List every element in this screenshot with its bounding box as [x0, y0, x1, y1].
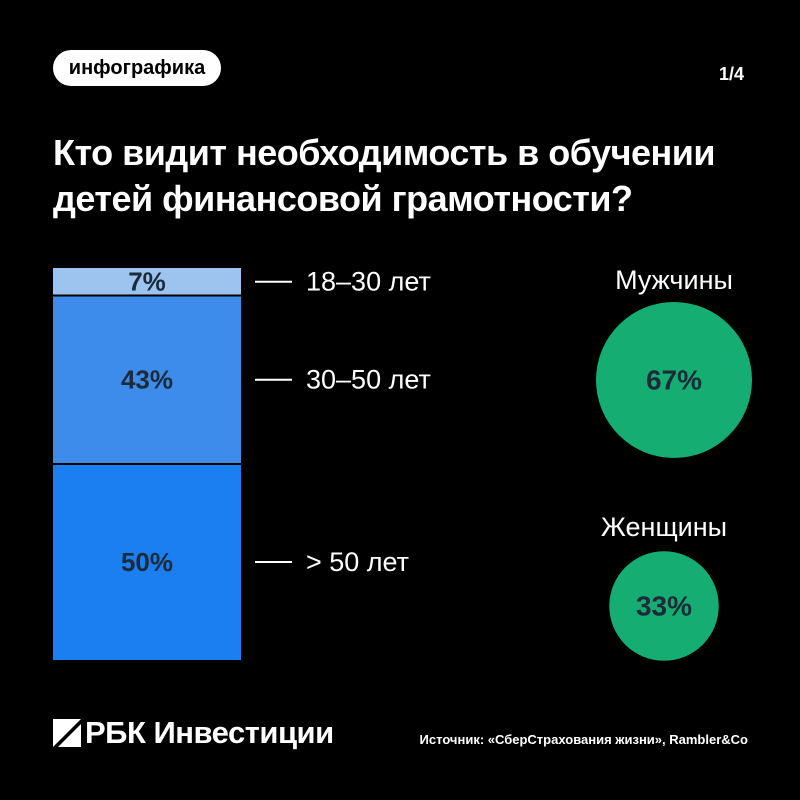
- gender-circle-1: [596, 302, 752, 458]
- rbc-logo: РБК Инвестиции: [53, 715, 334, 751]
- gender-label-1: Мужчины: [615, 265, 733, 295]
- category-label-1: 18–30 лет: [306, 267, 431, 297]
- bar-segment-1: [53, 268, 241, 296]
- gender-circle-2: [609, 551, 719, 661]
- bar-segment-3: [53, 464, 241, 660]
- title-line-1: Кто видит необходимость в обучении: [53, 132, 716, 173]
- page-title: Кто видит необходимость в обучении детей…: [53, 130, 773, 222]
- infographic-badge: инфографика: [53, 50, 221, 86]
- gender-value-label-1: 67%: [646, 365, 702, 396]
- category-label-3: > 50 лет: [306, 547, 409, 577]
- bar-value-label-3: 50%: [121, 547, 173, 577]
- bar-value-label-1: 7%: [128, 267, 166, 297]
- source-note: Источник: «СберСтрахования жизни», Rambl…: [419, 732, 748, 747]
- category-label-2: 30–50 лет: [306, 365, 431, 395]
- gender-label-2: Женщины: [601, 512, 727, 542]
- bar-segment-2: [53, 295, 241, 464]
- page-number: 1/4: [718, 64, 744, 84]
- gender-value-label-2: 33%: [636, 591, 692, 622]
- logo-text: РБК Инвестиции: [85, 715, 334, 750]
- title-line-2: детей финансовой грамотности?: [53, 178, 633, 219]
- bar-value-label-2: 43%: [121, 365, 173, 395]
- rbc-logo-icon: [53, 719, 81, 747]
